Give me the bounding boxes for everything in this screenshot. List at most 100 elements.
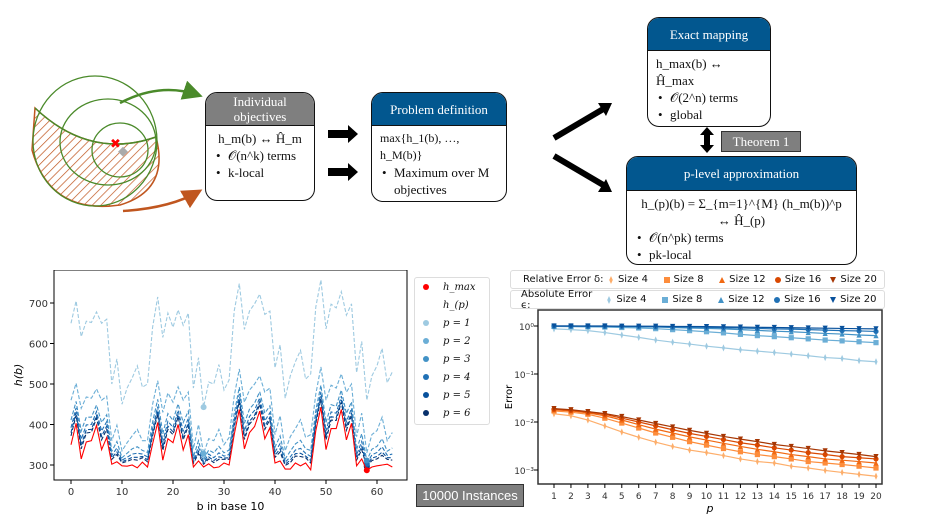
series-line-p4 <box>70 391 393 466</box>
marker-square <box>856 339 862 345</box>
marker-diamond <box>823 466 827 475</box>
marker-triangle-down <box>771 441 777 448</box>
bullet: 𝒪(n^pk) terms <box>635 229 848 246</box>
x-tick-label: 4 <box>602 492 608 502</box>
x-tick-label: 12 <box>735 492 746 502</box>
y-tick-label: 400 <box>29 421 48 432</box>
marker-triangle-down <box>822 448 828 454</box>
marker-triangle-down <box>788 443 794 450</box>
marker-square <box>686 439 693 445</box>
marker-square <box>737 331 744 337</box>
marker-triangle-down <box>788 325 794 331</box>
marker-square <box>653 430 659 436</box>
marker-triangle-down <box>737 436 744 442</box>
marker-triangle-down <box>805 325 811 331</box>
marker-triangle-down <box>771 324 777 331</box>
marker-triangle-up <box>856 332 862 338</box>
y-tick-label: 500 <box>29 380 48 391</box>
legend-marker-icon <box>423 356 429 362</box>
legend-label: Size 12 <box>729 274 766 285</box>
series-line <box>553 325 877 344</box>
arrow-right-icon <box>328 125 358 143</box>
marker-triangle-up <box>822 456 828 462</box>
marker-circle <box>754 442 760 448</box>
marker-square <box>771 454 777 460</box>
legend-row-label: Absolute Error ϵ: <box>521 288 593 311</box>
legend-item: Size 8 <box>660 294 716 305</box>
marker-diamond <box>637 433 641 441</box>
legend-item: p = 5 <box>415 386 489 404</box>
marker-triangle-down <box>619 323 625 329</box>
contour-inner <box>91 122 149 178</box>
x-tick-label: 20 <box>167 487 180 498</box>
legend-item: Size 16 <box>772 294 828 305</box>
marker-circle <box>737 440 744 446</box>
marker-triangle-down <box>670 323 676 330</box>
box-header: Problem definition <box>372 93 506 126</box>
legend-marker-icon <box>423 410 429 416</box>
legend-item: p = 4 <box>415 368 489 386</box>
marker-triangle-down <box>686 427 693 433</box>
contour-middle <box>59 98 157 186</box>
approx-marker-icon <box>118 146 128 157</box>
x-tick-label: 10 <box>116 487 129 498</box>
x-tick-label: 8 <box>670 492 676 502</box>
marker-triangle-down <box>619 413 625 420</box>
marker-triangle-up <box>771 449 777 455</box>
legend-item: p = 2 <box>415 332 489 350</box>
arrow-down-right-icon <box>552 153 607 189</box>
marker-square <box>737 449 744 455</box>
y-axis-label: Error <box>504 384 515 409</box>
legend-label: p = 2 <box>443 335 471 347</box>
marker-triangle-up <box>805 329 811 336</box>
legend-item: Size 20 <box>828 274 884 285</box>
absolute-error-legend: Absolute Error ϵ: Size 4 Size 8 Size 12 Siz… <box>510 288 885 311</box>
marker-diamond <box>755 457 759 466</box>
y-tick-label: 700 <box>29 299 48 310</box>
marker-triangle-up <box>873 460 879 466</box>
marker-circle <box>720 436 727 443</box>
series-line-p2 <box>70 366 393 454</box>
instances-label: 10000 Instances <box>416 484 524 507</box>
box-header: p-level approximation <box>627 157 856 191</box>
marker-triangle-down <box>703 324 710 330</box>
legend-label: p = 4 <box>443 371 471 383</box>
marker-triangle-up <box>737 443 744 450</box>
green-arrow-icon <box>119 80 203 105</box>
x-tick-label: 13 <box>752 492 763 502</box>
marker-diamond <box>840 354 844 363</box>
marker-circle <box>774 296 781 303</box>
bullet: 𝒪(2^n) terms <box>656 89 762 106</box>
marker-triangle-down <box>602 323 608 329</box>
contour-outer <box>32 75 158 207</box>
legend-item: Size 4 <box>604 294 660 305</box>
x-axis-label: b in base 10 <box>197 500 265 513</box>
x-tick-label: 60 <box>371 487 384 498</box>
x-tick-label: 6 <box>636 492 642 502</box>
legend-label: Size 16 <box>784 294 821 305</box>
x-tick-label: 9 <box>687 492 693 502</box>
legend-item: Size 12 <box>717 274 773 285</box>
marker-diamond <box>688 340 692 348</box>
marker-diamond <box>806 464 810 472</box>
legend-item: Size 12 <box>716 294 772 305</box>
legend-item: Size 16 <box>773 274 829 285</box>
marker-circle <box>805 450 811 456</box>
marker-triangle-up <box>856 458 862 465</box>
x-tick-label: 40 <box>269 487 282 498</box>
min-point <box>200 404 207 411</box>
marker-diamond <box>823 353 827 362</box>
marker-circle <box>670 427 676 433</box>
x-tick-label: 17 <box>819 492 830 502</box>
marker-square <box>663 276 670 283</box>
marker-square <box>839 461 845 468</box>
x-axis-label: p <box>706 502 714 515</box>
marker-square <box>662 296 669 303</box>
bullet: Maximum over M objectives <box>380 164 498 198</box>
marker-triangle-down <box>568 323 574 329</box>
marker-triangle-up <box>754 446 760 452</box>
x-tick-label: 14 <box>769 492 781 502</box>
y-tick-label: 300 <box>29 461 48 472</box>
error-chart: 1 2 3 4 5 6 7 8 9 10 11 12 13 14 15 16 17 18 19 2010⁰10⁻¹10… <box>504 309 883 515</box>
formula: h_max(b) ↔ Ĥ_max <box>656 56 723 88</box>
